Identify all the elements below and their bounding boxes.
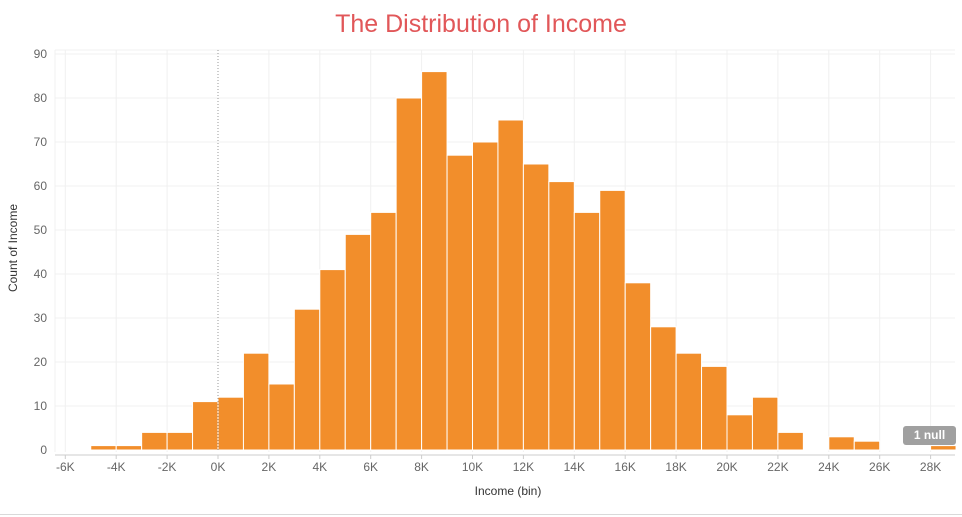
histogram-bar[interactable] [675, 352, 703, 451]
histogram-bar[interactable] [242, 352, 270, 451]
x-axis-ticks: -6K -4K -2K 0K 2K 4K 6K 8K 10K 12K 14K 16K 18K 20K 22K… [56, 455, 941, 474]
x-tick-label: 26K [869, 460, 890, 474]
histogram-bar[interactable] [268, 383, 295, 451]
x-tick-label: 12K [513, 460, 534, 474]
histogram-bar[interactable] [344, 233, 372, 451]
x-tick-label: -2K [158, 460, 177, 474]
histogram-bar[interactable] [370, 211, 397, 451]
histogram-bar[interactable] [650, 326, 677, 451]
x-tick-label: -6K [56, 460, 75, 474]
y-tick-label: 30 [34, 311, 48, 325]
x-tick-label: 6K [363, 460, 378, 474]
histogram-bar[interactable] [828, 436, 855, 451]
histogram-bar[interactable] [192, 401, 219, 451]
histogram-bar[interactable] [166, 431, 194, 451]
null-indicator-badge[interactable]: 1 null [903, 426, 956, 445]
x-tick-label: 18K [665, 460, 686, 474]
x-tick-label: 2K [262, 460, 277, 474]
x-tick-label: 16K [615, 460, 636, 474]
histogram-bar[interactable] [726, 414, 753, 451]
y-tick-label: 70 [34, 135, 48, 149]
x-tick-label: 10K [462, 460, 483, 474]
x-tick-label: 8K [414, 460, 429, 474]
x-axis-title: Income (bin) [475, 484, 542, 498]
histogram-bar[interactable] [624, 282, 652, 451]
histogram-bar[interactable] [599, 189, 626, 451]
histogram-bar[interactable] [701, 365, 728, 451]
histogram-bar[interactable] [522, 163, 550, 451]
x-tick-label: 14K [564, 460, 585, 474]
y-tick-label: 60 [34, 179, 48, 193]
histogram-bar[interactable] [217, 396, 244, 451]
y-tick-label: 50 [34, 223, 48, 237]
chart-title: The Distribution of Income [335, 10, 627, 38]
histogram-bar[interactable] [421, 71, 448, 451]
y-tick-label: 40 [34, 267, 48, 281]
histogram-bar[interactable] [777, 431, 804, 451]
histogram-bar[interactable] [115, 445, 143, 451]
histogram-bar[interactable] [930, 445, 957, 451]
x-tick-label: -4K [107, 460, 126, 474]
y-tick-label: 20 [34, 355, 48, 369]
x-tick-label: 20K [716, 460, 737, 474]
histogram-bar[interactable] [751, 396, 779, 451]
histogram-bar[interactable] [853, 440, 881, 451]
histogram-bar[interactable] [141, 431, 168, 451]
histogram-bar[interactable] [319, 269, 346, 451]
y-tick-label: 0 [40, 443, 47, 457]
bottom-divider [0, 514, 962, 515]
histogram-bar[interactable] [497, 119, 524, 451]
x-tick-label: 22K [767, 460, 788, 474]
histogram-bar[interactable] [548, 181, 575, 451]
x-tick-label: 0K [211, 460, 226, 474]
y-tick-label: 80 [34, 91, 48, 105]
y-tick-label: 90 [34, 47, 48, 61]
x-tick-label: 4K [312, 460, 327, 474]
histogram-bar[interactable] [573, 211, 601, 451]
y-axis-ticks: 0 10 20 30 40 50 60 70 80 90 [34, 47, 48, 457]
histogram-bar[interactable] [395, 97, 423, 451]
y-axis-title: Count of Income [6, 204, 20, 292]
histogram-bars [90, 71, 957, 451]
y-tick-label: 10 [34, 399, 48, 413]
histogram-bar[interactable] [446, 154, 473, 451]
histogram-bar[interactable] [472, 141, 499, 451]
x-tick-label: 24K [818, 460, 839, 474]
histogram-bar[interactable] [90, 445, 117, 451]
histogram-bar[interactable] [293, 308, 321, 451]
x-tick-label: 28K [920, 460, 941, 474]
